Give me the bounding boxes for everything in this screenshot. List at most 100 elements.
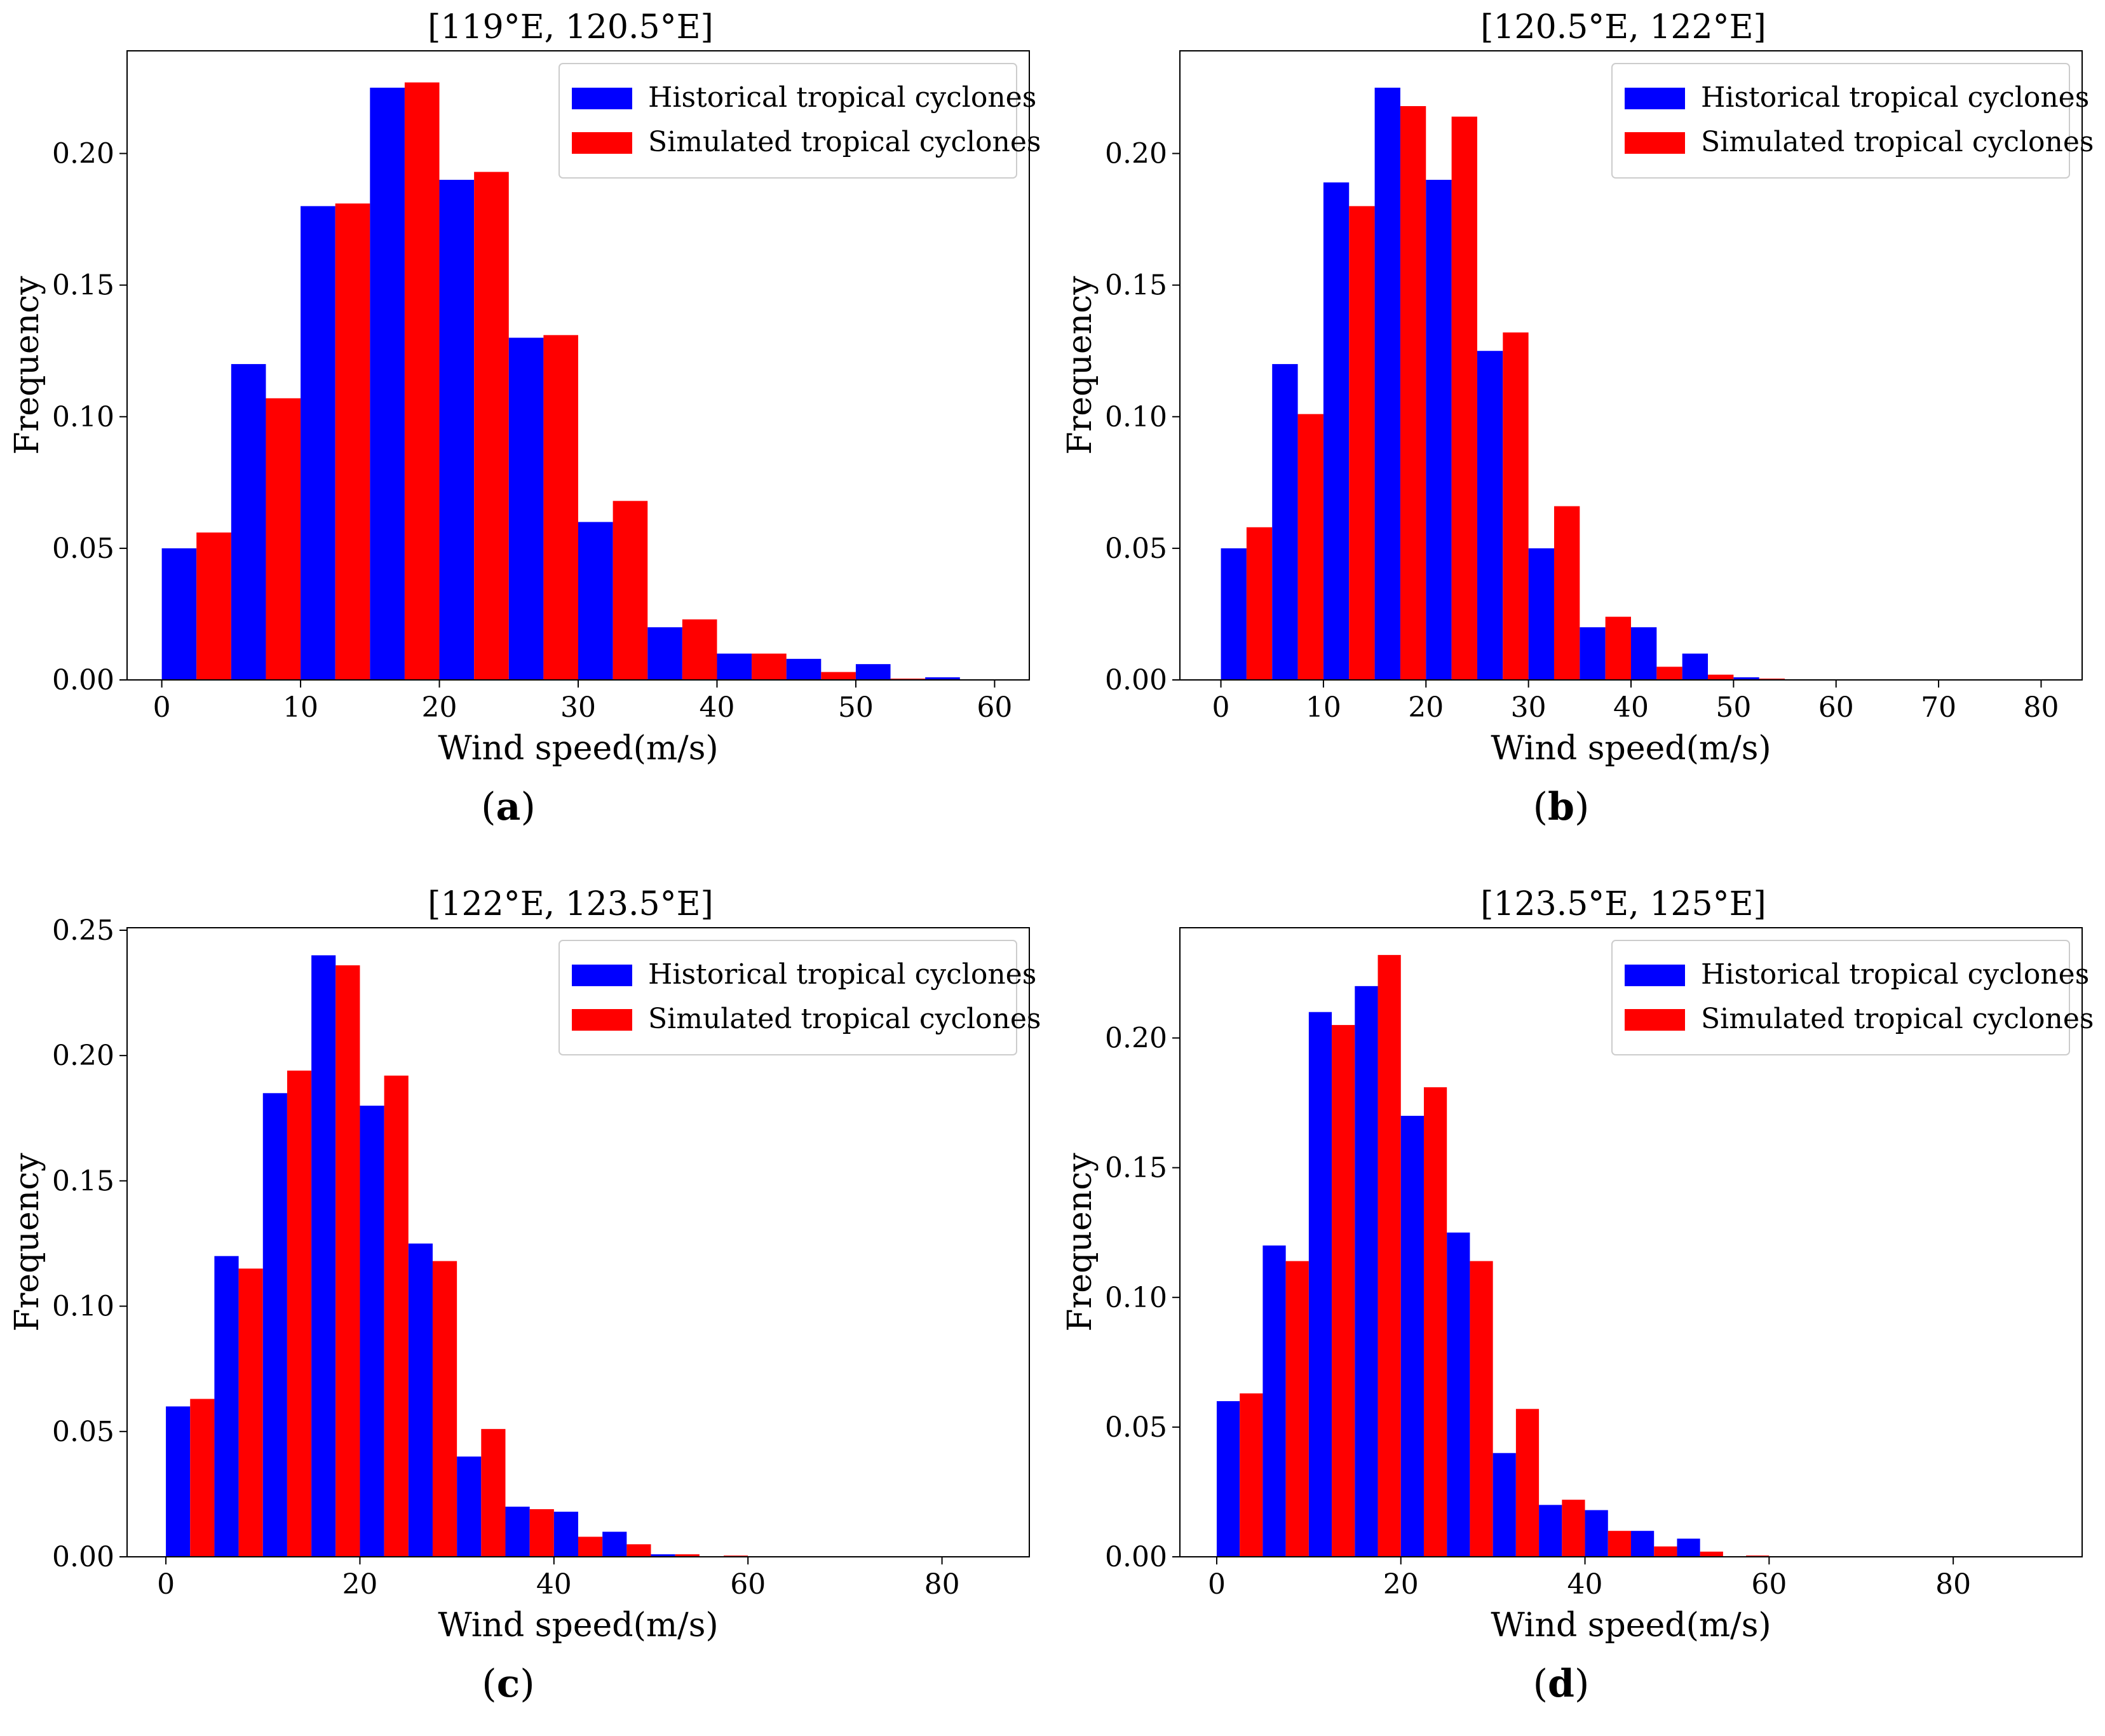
bar-historical-50	[855, 664, 891, 680]
bar-simulated-15	[1377, 954, 1401, 1557]
y-tick-label: 0.00	[52, 664, 114, 696]
bar-historical-45	[1682, 653, 1709, 680]
x-tick-label: 50	[838, 691, 874, 724]
bar-historical-35	[505, 1507, 530, 1557]
legend: Historical tropical cyclones Simulated t…	[1611, 940, 2094, 1055]
panel-label: (d)	[1533, 1662, 1590, 1706]
bar-historical-40	[1585, 1510, 1608, 1557]
legend: Historical tropical cyclones Simulated t…	[558, 940, 1041, 1055]
y-tick-label: 0.10	[52, 401, 114, 433]
bar-simulated-30	[613, 501, 648, 680]
y-tick-label: 0.20	[1105, 1022, 1167, 1055]
legend-box	[558, 63, 1017, 179]
y-tick-label: 0.05	[1105, 532, 1167, 565]
bar-historical-30	[578, 522, 613, 680]
bar-simulated-30	[1515, 1409, 1540, 1557]
legend-swatch-simulated	[572, 1009, 632, 1031]
x-tick-label: 80	[1935, 1568, 1971, 1601]
x-tick-label: 0	[157, 1568, 175, 1601]
bar-historical-45	[786, 658, 822, 680]
bar-historical-55	[925, 677, 960, 680]
legend: Historical tropical cyclones Simulated t…	[558, 63, 1041, 179]
y-tick-label: 0.05	[1105, 1411, 1167, 1444]
x-axis-label: Wind speed(m/s)	[1491, 729, 1771, 768]
legend-swatch-simulated	[1625, 1009, 1685, 1031]
x-tick-label: 60	[977, 691, 1012, 724]
legend-label-simulated: Simulated tropical cyclones	[1701, 1003, 2094, 1035]
panel-label-open: (	[1533, 1662, 1548, 1706]
bar-simulated-30	[1553, 506, 1580, 680]
bar-historical-35	[1580, 627, 1606, 680]
x-tick-label: 80	[924, 1568, 960, 1601]
x-axis-label: Wind speed(m/s)	[438, 1606, 718, 1644]
bar-simulated-30	[481, 1428, 506, 1557]
y-tick-label: 0.10	[1105, 1282, 1167, 1314]
y-tick-label: 0.15	[52, 1165, 114, 1197]
bar-historical-20	[1426, 179, 1452, 681]
x-tick-label: 80	[2023, 691, 2059, 724]
bar-simulated-20	[1451, 116, 1477, 680]
x-tick-label: 60	[730, 1568, 766, 1601]
bar-simulated-45	[1654, 1546, 1677, 1557]
bar-historical-10	[1323, 182, 1350, 680]
bar-historical-5	[214, 1256, 239, 1557]
x-tick-label: 60	[1818, 691, 1854, 724]
bar-historical-35	[647, 627, 682, 680]
bar-simulated-10	[287, 1070, 312, 1557]
legend-swatch-historical	[1625, 88, 1685, 109]
y-tick-label: 0.25	[52, 914, 114, 947]
bar-historical-30	[457, 1456, 482, 1557]
legend-swatch-historical	[572, 88, 632, 109]
panel-label-close: )	[520, 1662, 534, 1706]
y-tick-label: 0.15	[52, 269, 114, 302]
ticks-group: 0 20 40 60 80 0.00 0.05 0.10 0.15 0.20 0.25	[52, 914, 960, 1601]
panel-label: (a)	[481, 785, 536, 829]
legend-box	[1611, 63, 2070, 179]
legend: Historical tropical cyclones Simulated t…	[1611, 63, 2094, 179]
bar-simulated-40	[578, 1536, 603, 1557]
x-tick-label: 30	[560, 691, 596, 724]
bar-simulated-15	[1400, 105, 1426, 681]
x-tick-label: 0	[153, 691, 171, 724]
bar-simulated-40	[752, 653, 787, 680]
y-tick-label: 0.05	[52, 1416, 114, 1448]
bar-historical-50	[1677, 1538, 1700, 1557]
bar-simulated-10	[335, 203, 370, 680]
bar-historical-25	[1477, 351, 1503, 680]
plot-frame	[1179, 927, 2083, 1557]
bar-simulated-5	[266, 398, 301, 680]
chart-b: [120.5°E, 122°E] 0 10 20 30 40 50 60 70 80 0.00 0.…	[1061, 8, 2094, 829]
bar-historical-0	[1216, 1401, 1240, 1557]
chart-d: [123.5°E, 125°E] 0 20 40 60 80 0.00 0.05 0.10 0.…	[1061, 885, 2094, 1706]
bar-historical-5	[1272, 363, 1298, 680]
panel-label-letter: d	[1548, 1662, 1574, 1706]
bar-simulated-50	[890, 678, 926, 680]
legend-swatch-historical	[1625, 965, 1685, 986]
bar-simulated-35	[1605, 616, 1631, 680]
legend-label-simulated: Simulated tropical cyclones	[648, 126, 1041, 158]
x-tick-label: 40	[1613, 691, 1649, 724]
x-tick-label: 20	[342, 1568, 377, 1601]
legend-swatch-simulated	[1625, 132, 1685, 154]
x-tick-label: 10	[283, 691, 318, 724]
x-tick-label: 60	[1751, 1568, 1787, 1601]
bar-historical-20	[1400, 1115, 1424, 1557]
bars-group	[1221, 87, 1785, 681]
bar-simulated-5	[1285, 1261, 1309, 1557]
panel-label-close: )	[1574, 1662, 1589, 1706]
y-axis-label: Frequency	[1061, 276, 1099, 455]
bar-simulated-45	[821, 672, 856, 680]
bars-group	[166, 955, 748, 1557]
bar-historical-40	[553, 1512, 578, 1557]
chart-c: [122°E, 123.5°E] 0 20 40 60 80 0.00 0.05 0.10 0.…	[8, 885, 1041, 1706]
panel-a: [119°E, 120.5°E] 0 10 20 30 40 50 60 0.00 0.05 0.…	[0, 0, 1052, 859]
chart-title: [123.5°E, 125°E]	[1480, 885, 1766, 923]
bar-historical-5	[231, 363, 266, 680]
bar-simulated-15	[335, 965, 360, 1557]
panel-d: [123.5°E, 125°E] 0 20 40 60 80 0.00 0.05 0.10 0.…	[1053, 877, 2105, 1736]
panel-label-close: )	[1574, 785, 1589, 829]
bar-simulated-35	[1562, 1500, 1585, 1557]
chart-title: [120.5°E, 122°E]	[1480, 8, 1766, 46]
legend-label-historical: Historical tropical cyclones	[648, 81, 1036, 114]
x-tick-label: 20	[422, 691, 457, 724]
